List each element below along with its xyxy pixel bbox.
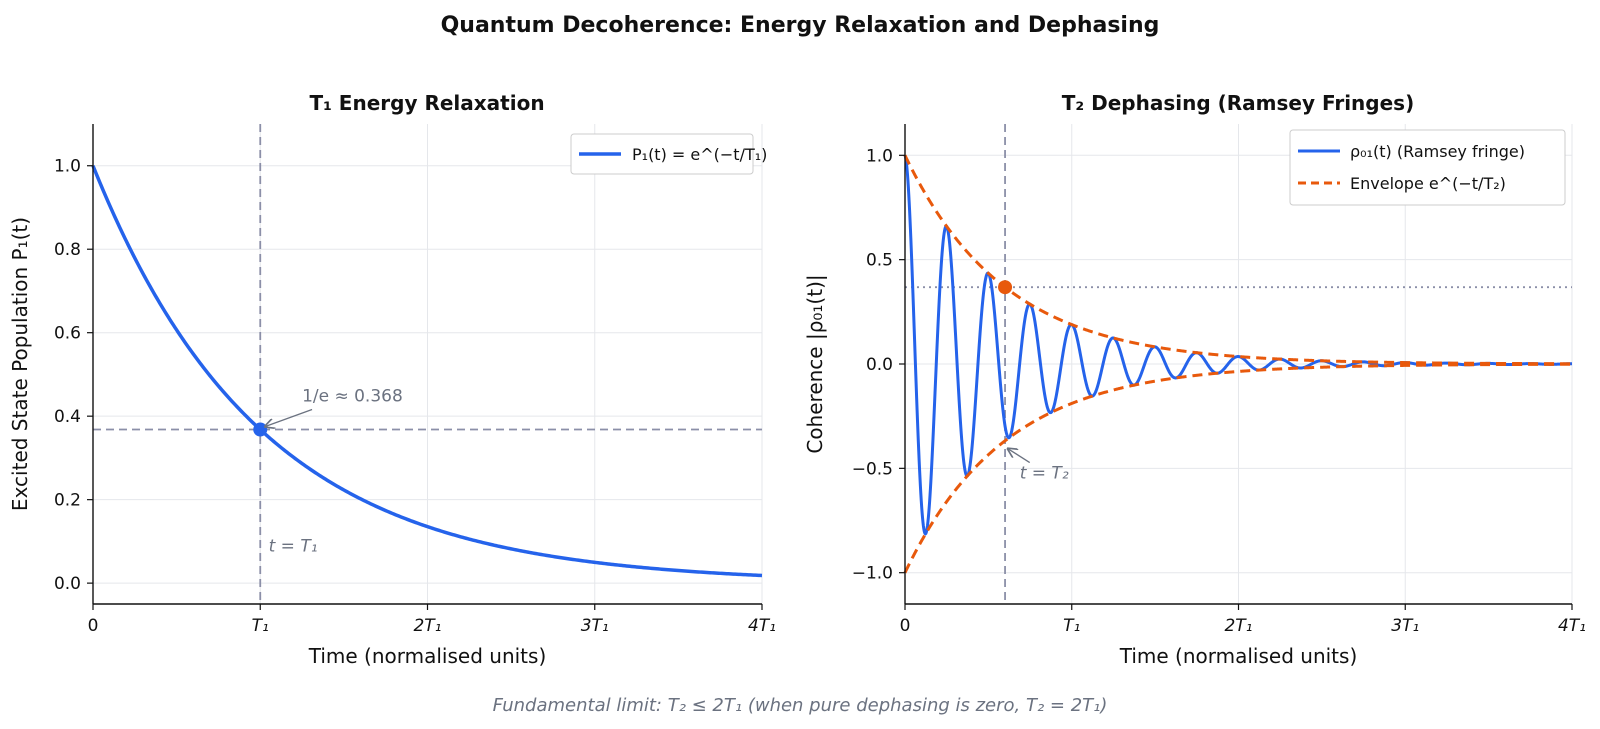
right-x-tick-label-4: 4T₁ <box>1558 616 1586 636</box>
left-y-tick-label-5: 1.0 <box>54 157 81 177</box>
right-x-tick-label-2: 2T₁ <box>1224 616 1252 636</box>
right-reference-lines <box>905 124 1572 604</box>
right-t2-marker <box>998 280 1013 295</box>
right-annotation-arrow <box>1008 449 1031 464</box>
right-x-axis-label: Time (normalised units) <box>1119 644 1358 668</box>
left-grid <box>92 124 763 604</box>
right-y-tick-label-0: −1.0 <box>852 564 893 584</box>
right-y-tick-label-1: −0.5 <box>852 459 893 479</box>
right-series-envelope-upper <box>903 154 1572 366</box>
t1-relaxation-panel: T₁ Energy Relaxation 1/e ≈ 0.368 t = T₁ … <box>8 91 776 668</box>
figure-title: Quantum Decoherence: Energy Relaxation a… <box>441 13 1160 38</box>
left-annotation-1-over-e: 1/e ≈ 0.368 <box>302 386 403 406</box>
figure-footnote: Fundamental limit: T₂ ≤ 2T₁ (when pure d… <box>493 695 1108 716</box>
left-x-axis-label: Time (normalised units) <box>308 644 547 668</box>
right-y-axis-label: Coherence |ρ₀₁(t)| <box>803 274 827 453</box>
right-x-tick-label-0: 0 <box>900 616 911 636</box>
left-axes: 0 T₁ 2T₁ 3T₁ 4T₁ 0.0 0.2 0.4 0.6 0.8 1.0 <box>54 124 776 636</box>
right-axes: 0 T₁ 2T₁ 3T₁ 4T₁ −1.0 −0.5 0.0 0.5 1.0 <box>852 124 1586 636</box>
right-x-tick-label-1: T₁ <box>1063 616 1080 636</box>
left-y-tick-label-0: 0.0 <box>54 574 81 594</box>
left-y-tick-label-4: 0.8 <box>54 240 81 260</box>
left-legend: P₁(t) = e^(−t/T₁) <box>570 133 767 175</box>
left-y-tick-label-2: 0.4 <box>54 407 81 427</box>
right-y-tick-label-2: 0.0 <box>866 355 893 375</box>
left-x-tick-label-3: 3T₁ <box>581 616 609 636</box>
left-annotation-arrow <box>265 408 313 426</box>
right-y-tick-label-4: 1.0 <box>866 146 893 166</box>
left-legend-label: P₁(t) = e^(−t/T₁) <box>632 145 767 164</box>
right-annotation-t-equals-t2: t = T₂ <box>1020 464 1069 484</box>
right-y-tick-label-3: 0.5 <box>866 251 893 271</box>
right-legend-label-fringe: ρ₀₁(t) (Ramsey fringe) <box>1350 142 1525 161</box>
left-x-tick-label-2: 2T₁ <box>413 616 441 636</box>
left-1-over-e-marker <box>253 422 268 437</box>
left-reference-lines <box>93 124 762 604</box>
left-y-axis-label: Excited State Population P₁(t) <box>8 217 32 511</box>
right-legend: ρ₀₁(t) (Ramsey fringe) Envelope e^(−t/T₂… <box>1289 129 1566 206</box>
left-y-tick-label-3: 0.6 <box>54 324 81 344</box>
right-x-tick-label-3: 3T₁ <box>1391 616 1419 636</box>
right-series-envelope-lower <box>903 362 1572 574</box>
left-series-p1-curve <box>91 165 763 578</box>
t2-dephasing-panel: T₂ Dephasing (Ramsey Fringes) t = T₂ 0 T₁… <box>803 91 1586 668</box>
right-legend-label-envelope: Envelope e^(−t/T₂) <box>1350 174 1506 193</box>
left-y-tick-label-1: 0.2 <box>54 491 81 511</box>
left-annotation-t-equals-t1: t = T₁ <box>269 537 318 557</box>
left-x-tick-label-1: T₁ <box>252 616 269 636</box>
left-x-tick-label-0: 0 <box>88 616 99 636</box>
left-x-tick-label-4: 4T₁ <box>748 616 776 636</box>
right-panel-title: T₂ Dephasing (Ramsey Fringes) <box>1062 91 1414 115</box>
left-panel-title: T₁ Energy Relaxation <box>309 91 544 115</box>
right-series-ramsey-fringe <box>903 154 1572 536</box>
